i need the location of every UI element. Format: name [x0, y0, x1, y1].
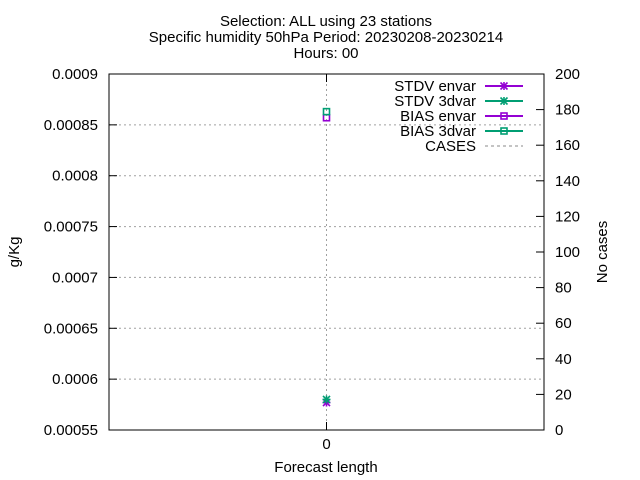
y2-tick-label: 100 — [555, 244, 580, 261]
y-tick-label: 0.00075 — [44, 219, 98, 236]
y2-axis-ticks: 0 20 40 60 80 100 120 140 160 180 200 — [536, 66, 580, 439]
y2-tick-label: 120 — [555, 208, 580, 225]
legend-entry-bias-3dvar: BIAS 3dvar — [400, 123, 523, 140]
data-points — [322, 107, 331, 407]
title-line-1: Selection: ALL using 23 stations — [220, 13, 432, 30]
y-tick-label: 0.00065 — [44, 320, 98, 337]
legend-entry-stdv-envar: STDV envar — [394, 78, 523, 95]
legend-label: CASES — [425, 138, 476, 155]
y2-tick-label: 80 — [555, 280, 572, 297]
y2-tick-label: 20 — [555, 386, 572, 403]
legend-label: BIAS envar — [400, 108, 476, 125]
legend-marker — [499, 81, 509, 91]
title-line-2: Specific humidity 50hPa Period: 20230208… — [149, 29, 503, 46]
chart-title: Selection: ALL using 23 stations Specifi… — [149, 13, 503, 62]
legend-entry-bias-envar: BIAS envar — [400, 108, 523, 125]
legend-label: BIAS 3dvar — [400, 123, 476, 140]
title-line-3: Hours: 00 — [293, 45, 358, 62]
data-point-stdv-3dvar — [322, 395, 331, 404]
y-tick-label: 0.0009 — [52, 66, 98, 83]
y2-tick-label: 0 — [555, 422, 563, 439]
y2-tick-label: 200 — [555, 66, 580, 83]
legend-entry-stdv-3dvar: STDV 3dvar — [394, 93, 523, 110]
y2-tick-label: 140 — [555, 173, 580, 190]
y2-tick-label: 40 — [555, 351, 572, 368]
x-axis-ticks: 0 — [322, 74, 331, 453]
y-tick-label: 0.00085 — [44, 117, 98, 134]
y-tick-label: 0.0007 — [52, 269, 98, 286]
legend-label: STDV 3dvar — [394, 93, 476, 110]
y-tick-label: 0.0008 — [52, 168, 98, 185]
y-axis-ticks: 0.00055 0.0006 0.00065 0.0007 0.00075 0.0008 0… — [44, 66, 117, 439]
plot-border — [108, 73, 545, 431]
legend-marker — [500, 127, 508, 135]
y-tick-label: 0.00055 — [44, 422, 98, 439]
legend-marker — [499, 96, 509, 106]
legend-entry-cases: CASES — [425, 138, 523, 155]
x-tick-label: 0 — [322, 436, 330, 453]
y2-axis-label: No cases — [594, 221, 611, 284]
y2-tick-label: 60 — [555, 315, 572, 332]
data-point-bias-3dvar — [322, 107, 331, 116]
y2-tick-label: 160 — [555, 137, 580, 154]
y-tick-label: 0.0006 — [52, 371, 98, 388]
y-axis-label: g/Kg — [6, 237, 23, 268]
gridlines — [109, 74, 544, 430]
x-axis-label: Forecast length — [274, 459, 377, 476]
legend-label: STDV envar — [394, 78, 476, 95]
y2-tick-label: 180 — [555, 102, 580, 119]
legend-marker — [500, 112, 508, 120]
